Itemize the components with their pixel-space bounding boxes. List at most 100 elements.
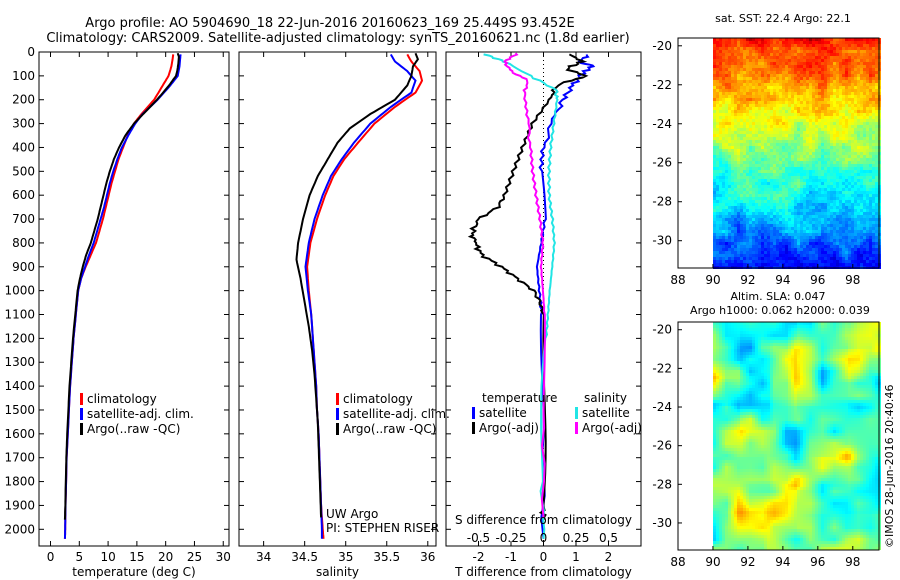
sst-map-cell — [842, 125, 845, 128]
sst-map-cell — [713, 245, 716, 248]
sst-map-cell — [839, 197, 842, 200]
sst-map-cell — [857, 134, 860, 137]
sst-map-cell — [767, 89, 770, 92]
sst-map-cell — [872, 263, 875, 266]
sst-map-cell — [800, 80, 803, 83]
sst-map-cell — [725, 65, 728, 68]
sst-map-cell — [722, 38, 725, 41]
sst-map-cell — [857, 215, 860, 218]
sst-map-cell — [845, 257, 848, 260]
sst-map-cell — [764, 179, 767, 182]
sst-map-cell — [752, 245, 755, 248]
sst-map-cell — [836, 41, 839, 44]
sst-map-xtick-label: 98 — [845, 273, 860, 287]
sst-map-cell — [845, 248, 848, 251]
sst-map-cell — [776, 257, 779, 260]
sst-map-cell — [809, 191, 812, 194]
sst-map-cell — [821, 254, 824, 257]
sst-map-cell — [728, 251, 731, 254]
sst-map-cell — [875, 203, 878, 206]
sst-map-cell — [827, 125, 830, 128]
sst-map-cell — [851, 143, 854, 146]
sst-map-cell — [851, 62, 854, 65]
sst-map-cell — [809, 71, 812, 74]
sst-map-cell — [872, 212, 875, 215]
sst-map-cell — [737, 179, 740, 182]
sst-map-cell — [833, 86, 836, 89]
sst-map-cell — [845, 188, 848, 191]
sst-map-cell — [758, 68, 761, 71]
sst-map-cell — [818, 245, 821, 248]
sst-map-cell — [875, 77, 878, 80]
sst-map-cell — [812, 257, 815, 260]
sla-map-cell — [836, 331, 839, 334]
sst-map-cell — [845, 203, 848, 206]
sst-map-cell — [788, 62, 791, 65]
sst-map-cell — [797, 194, 800, 197]
sst-map-cell — [752, 182, 755, 185]
sst-map-cell — [785, 47, 788, 50]
sst-map-cell — [836, 224, 839, 227]
sst-map-cell — [860, 251, 863, 254]
sst-map-cell — [731, 41, 734, 44]
sst-map-cell — [875, 263, 878, 266]
sla-map-cell — [839, 325, 842, 328]
header-line-2: Climatology: CARS2009. Satellite-adjuste… — [46, 31, 629, 46]
sst-map-cell — [734, 251, 737, 254]
sst-map-cell — [857, 233, 860, 236]
sla-map-cell — [761, 328, 764, 331]
sst-map-cell — [839, 203, 842, 206]
sst-map-cell — [848, 260, 851, 263]
sst-map-cell — [830, 161, 833, 164]
sst-map-cell — [803, 239, 806, 242]
sst-map-cell — [779, 227, 782, 230]
sst-map-cell — [713, 41, 716, 44]
sst-map-cell — [770, 206, 773, 209]
sst-map-cell — [875, 110, 878, 113]
sst-map-cell — [776, 209, 779, 212]
sst-map-cell — [833, 161, 836, 164]
sst-map-cell — [788, 152, 791, 155]
sst-map-cell — [851, 188, 854, 191]
sst-map-cell — [746, 197, 749, 200]
sst-map-cell — [770, 71, 773, 74]
sst-map-cell — [833, 143, 836, 146]
sst-map-cell — [767, 38, 770, 41]
sst-map-cell — [785, 74, 788, 77]
sst-map-cell — [728, 164, 731, 167]
sst-map-cell — [761, 56, 764, 59]
sst-map-cell — [785, 164, 788, 167]
sst-map-cell — [809, 89, 812, 92]
sst-map-cell — [764, 194, 767, 197]
sst-map-cell — [839, 164, 842, 167]
sst-map-cell — [809, 254, 812, 257]
sst-map-cell — [869, 47, 872, 50]
sst-map-cell — [728, 212, 731, 215]
sst-map-cell — [806, 41, 809, 44]
sst-map-cell — [779, 59, 782, 62]
sst-map-cell — [842, 182, 845, 185]
sst-map-cell — [860, 71, 863, 74]
sla-map-field — [713, 322, 881, 550]
sst-map-cell — [860, 227, 863, 230]
sst-map-cell — [827, 164, 830, 167]
sst-map-cell — [851, 80, 854, 83]
sst-map-cell — [719, 122, 722, 125]
sst-map-cell — [773, 242, 776, 245]
sst-map-cell — [785, 215, 788, 218]
sst-map-cell — [821, 68, 824, 71]
sst-map-cell — [743, 218, 746, 221]
sst-map-cell — [863, 74, 866, 77]
sst-map-cell — [764, 233, 767, 236]
sst-map-cell — [767, 110, 770, 113]
sst-map-cell — [851, 113, 854, 116]
sst-map-cell — [758, 134, 761, 137]
sla-map-cell — [728, 328, 731, 331]
sst-map-cell — [782, 257, 785, 260]
sst-map-cell — [770, 152, 773, 155]
sst-map-cell — [713, 83, 716, 86]
sst-map-cell — [863, 131, 866, 134]
sst-map-cell — [737, 113, 740, 116]
sst-map-cell — [752, 224, 755, 227]
sst-map-cell — [755, 119, 758, 122]
